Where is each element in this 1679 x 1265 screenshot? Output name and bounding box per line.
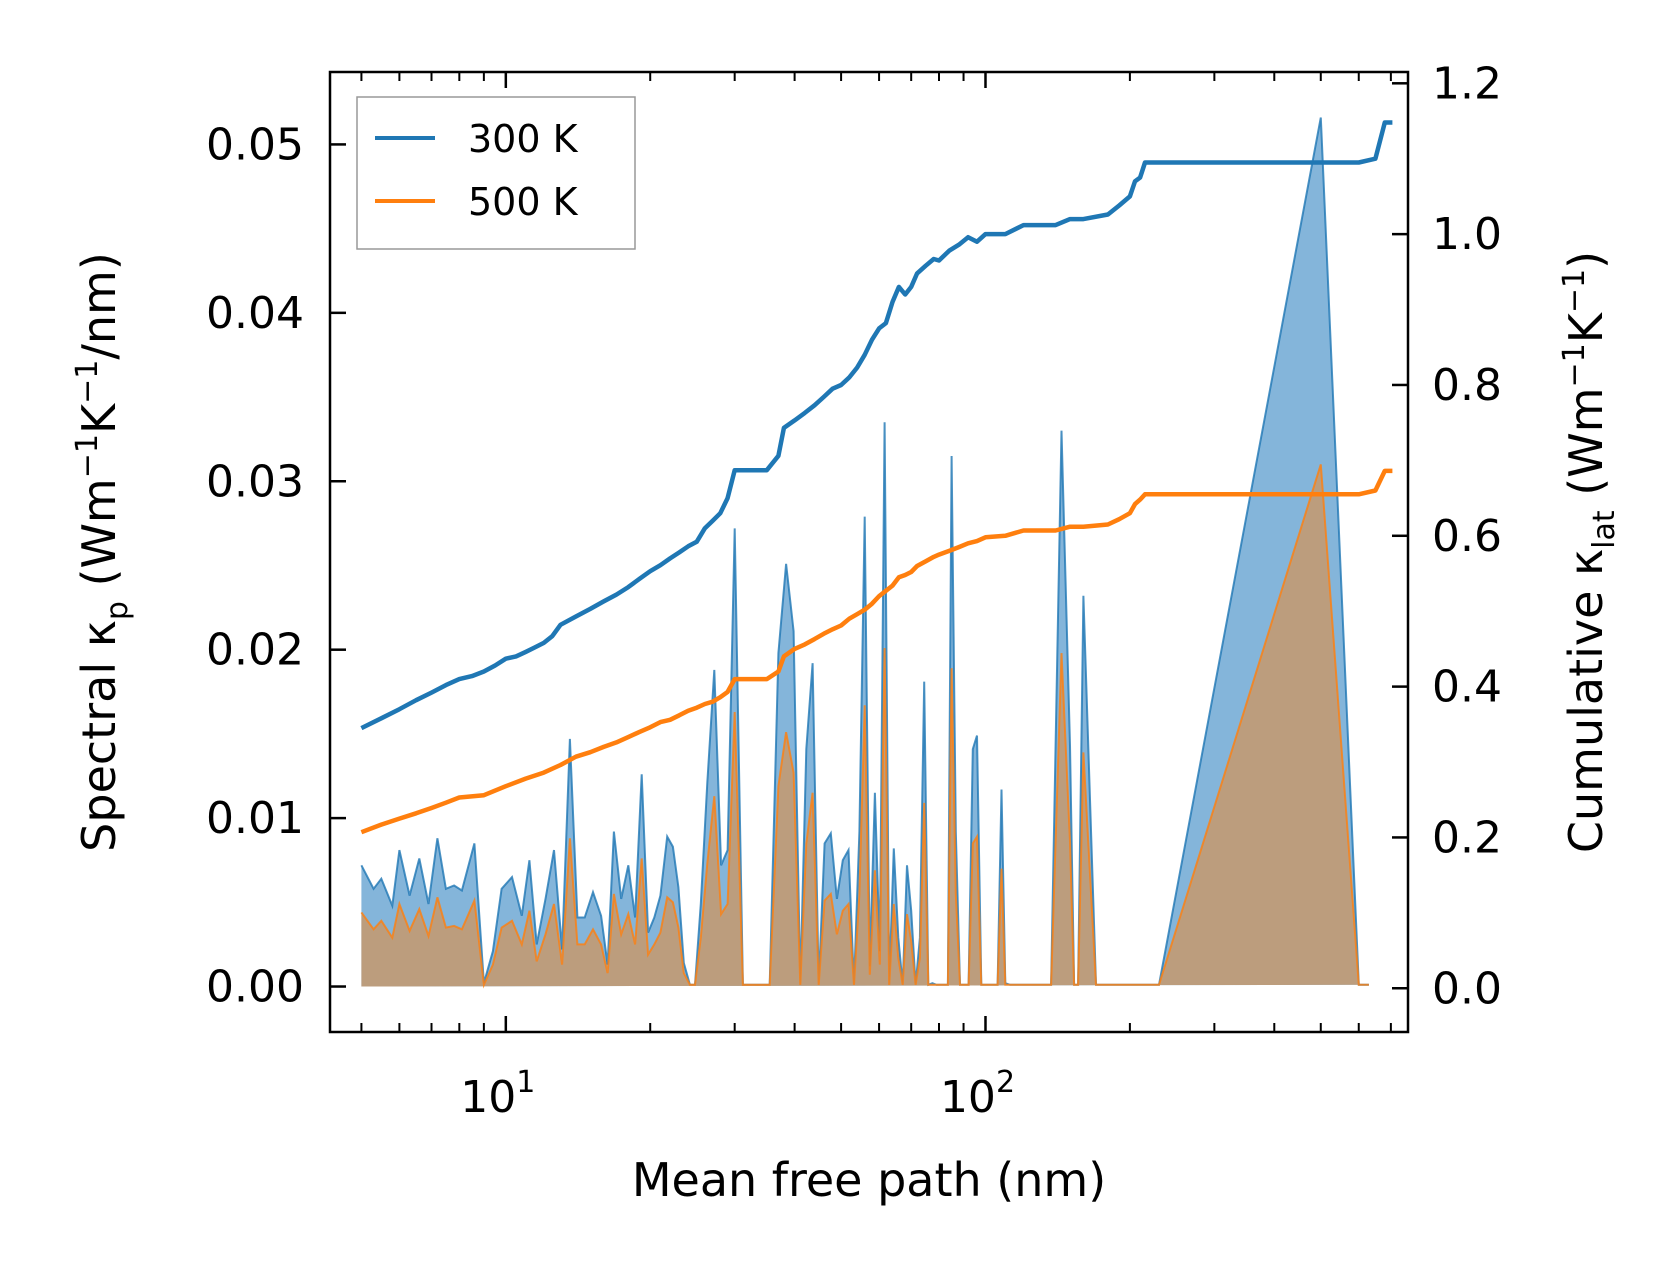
x-tick-label: 101 bbox=[460, 1065, 535, 1123]
legend: 300 K 500 K bbox=[356, 96, 636, 250]
spectral-series-layer bbox=[360, 117, 1369, 989]
axis-ticks-layer: 0.00 0.01 0.02 0.03 0.04 0.05 0.0 0.2 0.4 0.6 0.8 1… bbox=[206, 58, 1502, 1123]
left-y-tick-label: 0.04 bbox=[206, 288, 304, 339]
right-y-axis-title: Cumulative κlat (Wm−1K−1) bbox=[1557, 251, 1622, 853]
left-y-tick-label: 0.03 bbox=[206, 456, 304, 507]
right-y-label-sub: lat bbox=[1587, 510, 1622, 549]
right-y-tick-label: 0.4 bbox=[1432, 662, 1502, 713]
left-y-label-sub: p bbox=[100, 601, 135, 620]
right-y-tick-label: 1.0 bbox=[1432, 209, 1502, 260]
spectral-line-500k bbox=[360, 464, 1369, 989]
left-y-label-exp1: −1 bbox=[70, 434, 105, 478]
left-y-axis-title: Spectral κp (Wm−1K−1/nm) bbox=[70, 252, 135, 852]
legend-label-500k: 500 K bbox=[468, 180, 579, 224]
right-y-label-exp1: −1 bbox=[1557, 343, 1592, 387]
right-y-tick-label: 1.2 bbox=[1432, 58, 1502, 109]
svg-text:Cumulative κlat (Wm−1K−1): Cumulative κlat (Wm−1K−1) bbox=[1557, 251, 1622, 853]
left-y-label-exp2: −1 bbox=[70, 360, 105, 404]
left-y-tick-label: 0.05 bbox=[206, 119, 304, 170]
right-y-tick-label: 0.6 bbox=[1432, 511, 1502, 562]
cumulative-line-500k bbox=[360, 468, 1393, 835]
right-y-label-exp2: −1 bbox=[1557, 269, 1592, 313]
cumulative-series-layer bbox=[360, 120, 1393, 835]
left-y-label-end: /nm) bbox=[72, 252, 126, 359]
right-y-tick-label: 0.8 bbox=[1432, 360, 1502, 411]
left-y-tick-label: 0.01 bbox=[206, 793, 304, 844]
left-y-tick-label: 0.02 bbox=[206, 625, 304, 676]
right-y-tick-label: 0.0 bbox=[1432, 963, 1502, 1014]
left-y-label-main: Spectral κ bbox=[72, 620, 126, 852]
legend-box bbox=[356, 96, 636, 250]
right-y-label-main: Cumulative κ bbox=[1559, 549, 1613, 853]
svg-text:Spectral κp (Wm−1K−1/nm): Spectral κp (Wm−1K−1/nm) bbox=[70, 252, 135, 852]
right-y-label-mid: K bbox=[1559, 311, 1613, 343]
x-axis-title: Mean free path (nm) bbox=[632, 1153, 1106, 1207]
left-y-label-mid: K bbox=[72, 402, 126, 434]
right-y-label-end: ) bbox=[1559, 251, 1613, 269]
plot-frame bbox=[328, 70, 1410, 1034]
legend-label-300k: 300 K bbox=[468, 117, 579, 161]
right-y-tick-label: 0.2 bbox=[1432, 812, 1502, 863]
left-y-tick-label: 0.00 bbox=[206, 962, 304, 1013]
x-tick-label: 102 bbox=[940, 1065, 1015, 1123]
right-y-label-units: (Wm bbox=[1559, 387, 1613, 510]
left-y-label-units: (Wm bbox=[72, 478, 126, 601]
cumulative-line-300k bbox=[360, 120, 1393, 731]
spectral-area-500k bbox=[361, 464, 1369, 987]
